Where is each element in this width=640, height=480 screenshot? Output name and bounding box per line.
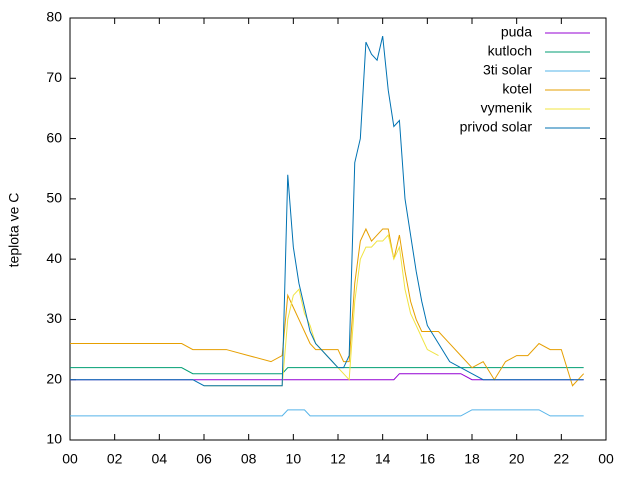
legend-label: vymenik (481, 100, 533, 116)
x-tick-label: 16 (420, 451, 436, 467)
series-line (70, 227, 585, 387)
y-tick-label: 60 (46, 129, 62, 145)
legend-label: kutloch (488, 43, 532, 59)
x-tick-label: 12 (330, 451, 346, 467)
x-tick-label: 08 (241, 451, 257, 467)
x-tick-label: 04 (152, 451, 168, 467)
legend-label: kotel (502, 81, 532, 97)
x-tick-label: 02 (107, 451, 123, 467)
series-line (70, 373, 584, 381)
x-tick-label: 22 (554, 451, 570, 467)
x-tick-label: 18 (464, 451, 480, 467)
x-tick-label: 14 (375, 451, 391, 467)
series-line (70, 409, 584, 417)
series-line (70, 367, 584, 375)
x-tick-label: 10 (286, 451, 302, 467)
x-tick-label: 06 (196, 451, 212, 467)
x-tick-label: 20 (509, 451, 525, 467)
y-tick-label: 20 (46, 370, 62, 386)
y-axis-label: teplota ve C (6, 193, 22, 268)
series-line (70, 35, 584, 387)
legend-label: privod solar (460, 119, 533, 135)
series-line (204, 233, 439, 387)
y-tick-label: 30 (46, 310, 62, 326)
legend-label: puda (501, 24, 532, 40)
y-tick-label: 40 (46, 250, 62, 266)
y-tick-label: 50 (46, 190, 62, 206)
y-tick-label: 70 (46, 69, 62, 85)
x-tick-label: 00 (598, 451, 614, 467)
y-tick-label: 80 (46, 9, 62, 25)
x-tick-label: 00 (62, 451, 78, 467)
y-tick-label: 10 (46, 431, 62, 447)
legend-label: 3ti solar (483, 62, 532, 78)
